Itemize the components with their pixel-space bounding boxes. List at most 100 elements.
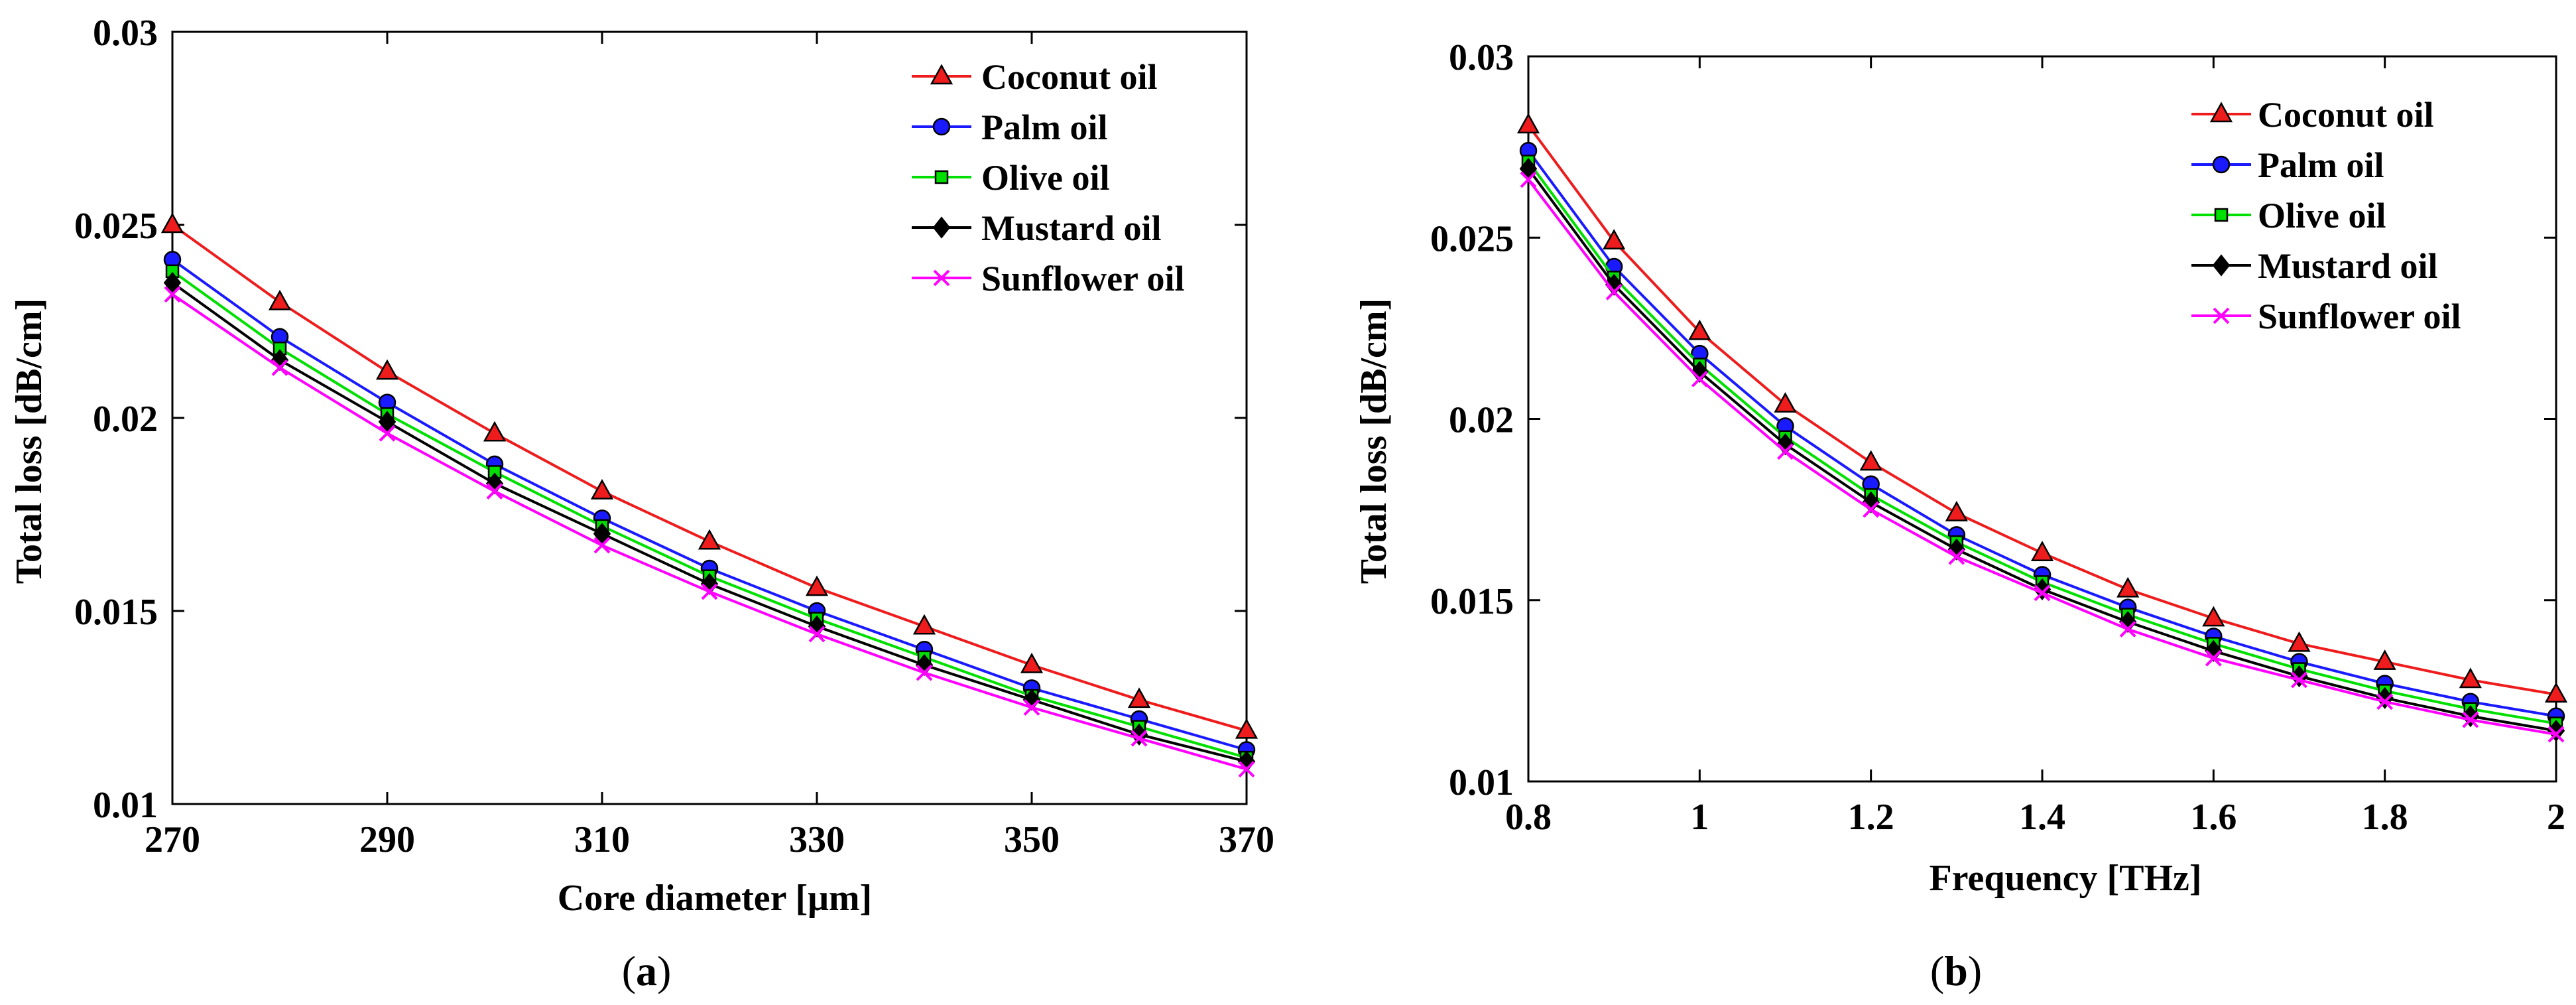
y-tick-label: 0.01 (93, 785, 158, 826)
x-tick-label: 1.6 (2190, 797, 2237, 838)
x-tick-label: 0.8 (1505, 797, 1552, 838)
y-tick-label: 0.03 (93, 13, 158, 54)
y-tick-label: 0.02 (1449, 400, 1514, 441)
x-tick-label: 1.2 (1848, 797, 1894, 838)
legend-entry-label: Sunflower oil (981, 259, 1185, 299)
y-tick-label: 0.025 (74, 206, 158, 247)
data-point (2547, 726, 2565, 743)
data-point (1605, 283, 1623, 301)
data-point (379, 425, 396, 442)
x-tick-label: 1.4 (2019, 797, 2065, 838)
data-point (590, 479, 614, 500)
x-tick-label: 1 (1690, 797, 1709, 838)
x-tick-label: 370 (1219, 819, 1274, 860)
legend-entry-label: Palm oil (981, 107, 1107, 147)
data-point (1516, 113, 1540, 134)
data-point (1945, 501, 1968, 521)
x-tick-label: 330 (789, 819, 845, 860)
data-point (2030, 541, 2054, 561)
data-point (2291, 671, 2307, 689)
data-point (2462, 711, 2479, 728)
x-axis-label: Core diameter [μm] (558, 878, 872, 919)
data-point (2459, 667, 2482, 689)
legend-entry-label: Mustard oil (2258, 246, 2438, 286)
legend-marker (2212, 254, 2231, 277)
data-point (698, 529, 721, 550)
legend-marker (2212, 155, 2231, 174)
y-axis-label: Total loss [dB/cm] (1353, 299, 1394, 584)
data-point (1859, 450, 1882, 471)
data-point (1520, 171, 1537, 188)
y-tick-label: 0.015 (74, 592, 158, 633)
y-axis-label: Total loss [dB/cm] (9, 299, 50, 584)
data-point (271, 359, 288, 376)
data-point (805, 575, 829, 596)
legend-marker (2214, 208, 2229, 222)
legend-marker (932, 117, 951, 136)
series-coconut-oil (1516, 113, 2568, 703)
caption-a: (a) (622, 947, 672, 994)
chart-panel-b: Total loss [dB/cm] Frequency [THz] 0.8 1 1… (1353, 37, 2568, 899)
data-point (486, 483, 503, 500)
data-point (2544, 682, 2568, 703)
data-point (1235, 718, 1258, 739)
data-point (1948, 548, 1965, 565)
data-point (2119, 621, 2136, 637)
data-point (268, 289, 292, 310)
legend-marker (932, 216, 951, 239)
data-point (164, 286, 181, 303)
y-tick-label: 0.03 (1449, 37, 1514, 78)
legend: Coconut oil Palm oil Olive oil Mustard oil S… (2191, 95, 2461, 336)
data-point (593, 537, 611, 554)
data-point (1603, 229, 1626, 249)
y-tick-label: 0.02 (93, 399, 158, 440)
data-point (483, 421, 507, 442)
legend-entry-label: Coconut oil (2258, 95, 2434, 135)
legend-marker (934, 170, 949, 184)
data-point (2288, 631, 2311, 652)
legend-marker (2213, 307, 2230, 324)
data-point (808, 626, 826, 643)
series-coconut-oil (160, 212, 1258, 739)
data-point (1691, 370, 1708, 387)
data-point (2202, 606, 2225, 627)
x-tick-label: 1.8 (2362, 797, 2408, 838)
legend-entry-label: Olive oil (2258, 196, 2386, 235)
y-tick-label: 0.025 (1430, 218, 1514, 259)
legend-entry-label: Sunflower oil (2258, 297, 2461, 336)
legend-marker (930, 64, 953, 85)
data-point (1020, 652, 1044, 673)
data-point (1688, 319, 1711, 340)
data-point (2205, 649, 2222, 667)
x-tick-label: 2 (2547, 797, 2565, 838)
data-point (1023, 699, 1040, 716)
data-point (1863, 501, 1880, 518)
data-point (2034, 584, 2051, 602)
data-point (701, 583, 718, 600)
data-point (1777, 443, 1794, 460)
x-tick-label: 350 (1004, 819, 1060, 860)
y-tick-label: 0.01 (1449, 762, 1514, 803)
legend-entry-label: Olive oil (981, 158, 1109, 198)
legend-marker (2209, 101, 2233, 123)
x-tick-label: 270 (145, 819, 200, 860)
chart-panel-a: Total loss [dB/cm] Core diameter [μm] 27… (9, 13, 1274, 919)
data-point (1131, 730, 1148, 747)
data-point (160, 212, 184, 234)
legend: Coconut oil Palm oil Olive oil Mustard oil S… (912, 57, 1185, 299)
legend-entry-label: Mustard oil (981, 208, 1162, 248)
series-sunflower-oil (164, 286, 1255, 778)
legend-entry-label: Coconut oil (981, 57, 1158, 97)
x-tick-label: 310 (574, 819, 630, 860)
data-point (1127, 687, 1151, 708)
data-point (1238, 761, 1255, 778)
y-tick-label: 0.015 (1430, 581, 1514, 622)
legend-entry-label: Palm oil (2258, 145, 2384, 185)
data-point (2373, 649, 2396, 670)
data-point (2376, 693, 2394, 710)
data-point (1774, 392, 1797, 413)
x-tick-label: 290 (359, 819, 415, 860)
series-sunflower-oil (1520, 171, 2565, 743)
data-point (2116, 576, 2140, 598)
